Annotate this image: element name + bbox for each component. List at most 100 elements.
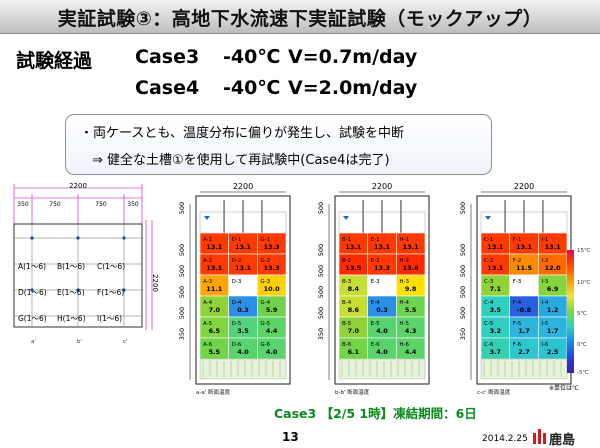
temp-cell-value: 6.5 [209,327,221,335]
plan-cell-b: B(1〜6) [57,262,85,271]
plan-dim-3: 750 [95,201,107,208]
temp-cell-value: 10.0 [264,285,281,293]
water-level-icon [485,216,491,220]
section-depth-label: 500 [178,307,186,319]
temp-cell-value: 7.0 [209,306,221,314]
plan-cell-c: C(1〜6) [97,262,125,271]
condition-case: Case3 [135,46,200,68]
company-logo-text: 鹿島 [549,433,576,448]
temp-cell-id: B-3 [342,279,352,285]
note-line-2: ⇒ 健全な土槽①を使用して再試験中(Case4は完了) [92,153,390,168]
temp-cell-id: H-4 [399,300,409,306]
section-depth-label: 500 [317,202,325,214]
temp-cell-id: C-1 [484,237,493,243]
temp-cell-value: 5.5 [209,348,221,356]
temp-cell-value: 13.1 [206,264,223,272]
plan-mark-c-prime: c' [123,339,128,345]
temp-cell-id: I-2 [541,258,548,264]
plan-cell-g: G(1〜6) [18,314,47,323]
plan-dim-1: 350 [17,201,29,208]
temp-cell-id: E-5 [371,321,380,327]
page-number: 13 [282,430,299,444]
slide-title: 実証試験③：高地下水流速下実証試験（モックアップ） [57,8,543,30]
temp-cell-id: B-1 [342,237,351,243]
temp-cell-id: B-6 [342,342,352,348]
legend-unit-note: ※単位は℃ [549,385,579,392]
temp-cell-id: F-5 [513,321,522,327]
temp-cell-value: 4.4 [405,348,417,356]
temp-cell-id: G-5 [260,321,270,327]
temp-cell-value: 3.7 [490,348,502,356]
temp-cell-value: 2.5 [547,348,559,356]
temp-cell-id: H-2 [399,258,409,264]
temperature-color-scale [567,250,574,373]
section-diagram-2: 2200 500 500 500 500 500 350 B-1 13.1 E-1 13.1 H-1 1… [313,180,435,400]
title-bar: 実証試験③：高地下水流速下実証試験（モックアップ） [0,0,600,34]
temp-cell-id: C-3 [484,279,494,285]
condition-row-case4: Case4 -40℃ V=2.0m/day [135,77,417,99]
temp-cell-value: 13.1 [345,243,362,251]
section-diagram-1: 2200 500 500 500 500 500 350 A-1 13.1 D-1 13.1 G-1 1… [174,180,296,400]
section-depth-label: 500 [317,265,325,277]
company-logo-icon [533,429,546,444]
legend-tick-minus5: -5℃ [577,370,589,376]
temp-cell-id: D-2 [232,258,242,264]
section-depth-label: 500 [178,286,186,298]
temp-cell-value: 8.4 [348,285,360,293]
temp-cell-id: G-6 [260,342,270,348]
section-depth-label: 500 [459,202,467,214]
temp-cell-id: F-1 [513,237,522,243]
temp-cell-id: C-5 [484,321,494,327]
plan-cell-h: H(1〜6) [57,314,86,323]
temp-cell-value: -0.8 [517,306,532,314]
plan-depth-label: 2200 [151,274,158,292]
temp-cell-value: 9.8 [405,285,417,293]
plan-cell-e: E(1〜6) [57,288,85,297]
temp-cell-id: D-1 [232,237,242,243]
section-svg: 2200500500500500500350C-113.1F-113.1I-11… [459,182,572,396]
temp-cell-value: 4.4 [266,327,278,335]
temp-cell-value: 2.7 [518,348,530,356]
section-svg: 2200500500500500500350B-113.1E-113.1H-11… [317,182,430,396]
temp-cell-id: D-5 [232,321,242,327]
temp-cell-id: E-1 [371,237,380,243]
temp-cell-id: B-5 [342,321,352,327]
temp-cell-value: 13.1 [374,243,391,251]
condition-temp: -40℃ [223,46,281,68]
temp-cell-value: 1.7 [518,327,530,335]
temp-cell-value: 4.0 [237,348,249,356]
temp-cell-id: I-3 [541,279,549,285]
temp-cell-id: C-4 [484,300,494,306]
temp-cell-value: 1.7 [547,327,559,335]
plan-cell-d: D(1〜6) [18,288,47,297]
temp-cell-id: H-6 [399,342,409,348]
temp-cell-value: 1.2 [547,306,559,314]
section-depth-label: 500 [459,307,467,319]
section-depth-label: 500 [178,244,186,256]
plan-dim-2: 750 [49,201,61,208]
footer-date: 2014.2.25 [482,434,528,444]
temp-cell-value: 4.0 [376,327,388,335]
plan-view-diagram: 2200 350 750 750 350 2200 A(1〜6) B(1〜6) … [13,182,158,345]
temp-cell-value: 4.0 [376,348,388,356]
water-level-icon [204,216,210,220]
section-depth-label: 350 [459,328,467,340]
temp-cell-value: 7.1 [490,285,502,293]
temp-cell-id: F-2 [513,258,522,264]
section-caption: c-c' 断面温度 [477,388,511,396]
temp-cell-value: 13.1 [235,243,252,251]
temp-cell-value: 13.1 [487,243,504,251]
plan-width-label: 2200 [69,182,87,190]
temp-cell-id: G-2 [260,258,270,264]
section-svg: 2200500500500500500350A-113.1D-113.1G-11… [178,182,291,396]
temp-cell-value: 5.9 [266,306,278,314]
temp-cell-id: I-4 [541,300,549,306]
temp-cell-id: E-6 [371,342,380,348]
conditions-label: 試験経過 [16,50,93,72]
section-depth-label: 350 [317,328,325,340]
condition-temp: -40℃ [223,77,281,99]
condition-velocity: V=0.7m/day [288,46,418,68]
temp-cell-id: E-4 [371,300,380,306]
temp-cell-id: I-6 [541,342,549,348]
temp-cell-value: 13.1 [516,243,533,251]
